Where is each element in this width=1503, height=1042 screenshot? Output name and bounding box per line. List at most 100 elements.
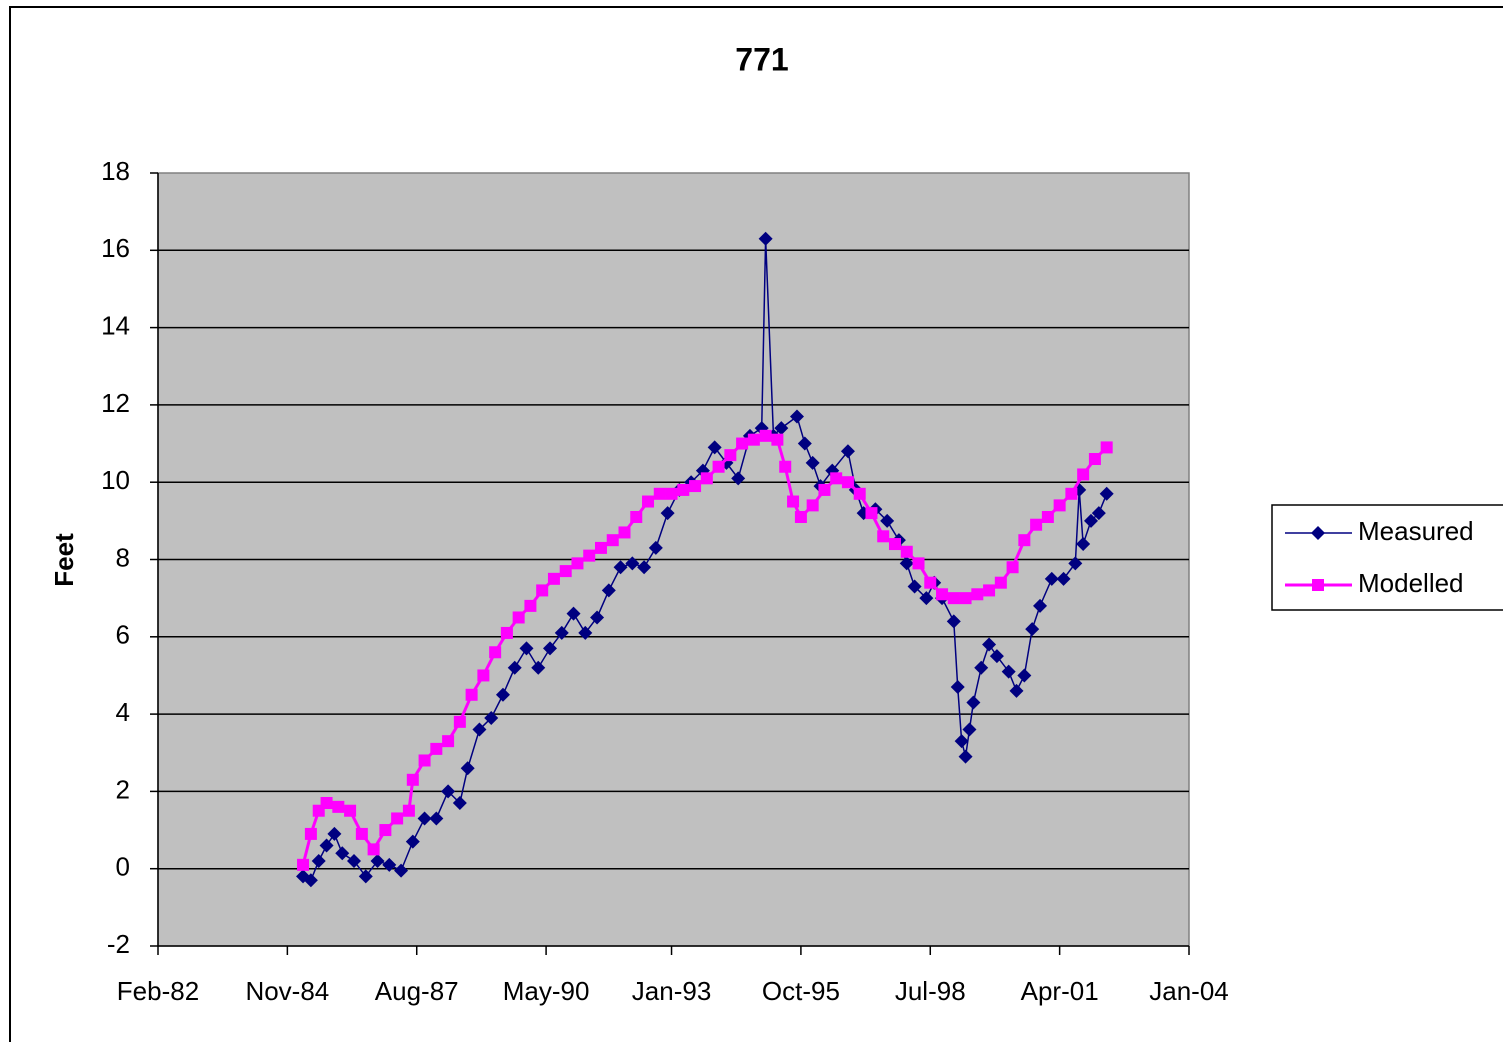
data-point <box>830 472 843 485</box>
data-point <box>779 460 792 473</box>
y-tick-label: 12 <box>101 388 130 418</box>
data-point <box>1100 441 1113 454</box>
data-point <box>919 591 934 606</box>
data-point <box>1009 683 1024 698</box>
data-point <box>417 811 432 826</box>
legend <box>1271 504 1503 611</box>
data-point <box>946 614 961 629</box>
data-point <box>989 649 1004 664</box>
data-point <box>512 611 525 624</box>
data-point <box>707 440 722 455</box>
data-point <box>554 625 569 640</box>
data-point <box>406 773 419 786</box>
data-point <box>566 606 581 621</box>
data-point <box>524 599 537 612</box>
data-point <box>936 588 949 601</box>
data-point <box>452 795 467 810</box>
data-point <box>1099 486 1114 501</box>
data-point <box>606 534 619 547</box>
data-point <box>947 592 960 605</box>
data-point <box>507 660 522 675</box>
data-point <box>637 560 652 575</box>
data-point <box>430 742 443 755</box>
data-point <box>618 526 631 539</box>
y-tick-label: 16 <box>101 233 130 263</box>
data-point <box>841 476 854 489</box>
data-point <box>950 680 965 695</box>
data-point <box>774 421 789 436</box>
data-point <box>297 858 310 871</box>
data-point <box>877 530 890 543</box>
data-point <box>660 506 675 521</box>
data-point <box>731 471 746 486</box>
data-point <box>590 610 605 625</box>
legend-label: Modelled <box>1358 568 1464 598</box>
data-point <box>700 472 713 485</box>
data-point <box>806 499 819 512</box>
data-point <box>441 784 456 799</box>
data-point <box>1041 510 1054 523</box>
data-point <box>677 483 690 496</box>
data-point <box>547 572 560 585</box>
data-point <box>379 824 392 837</box>
data-point <box>1018 534 1031 547</box>
data-point <box>787 495 800 508</box>
data-point <box>759 429 772 442</box>
data-point <box>477 669 490 682</box>
data-point <box>391 812 404 825</box>
data-point <box>1053 499 1066 512</box>
data-point <box>594 541 607 554</box>
data-point <box>370 853 385 868</box>
data-point <box>653 487 666 500</box>
x-tick-label: Apr-01 <box>1021 976 1099 1006</box>
data-point <box>495 687 510 702</box>
data-point <box>327 826 342 841</box>
data-point <box>578 625 593 640</box>
data-point <box>1083 513 1098 528</box>
x-tick-label: Aug-87 <box>375 976 459 1006</box>
data-point <box>543 641 558 656</box>
data-point <box>519 641 534 656</box>
data-point <box>630 510 643 523</box>
data-point <box>971 588 984 601</box>
data-point <box>320 796 333 809</box>
y-axis-label: Feet <box>49 533 79 587</box>
x-tick-label: Oct-95 <box>762 976 840 1006</box>
data-point <box>771 433 784 446</box>
legend-label: Measured <box>1358 516 1474 546</box>
data-point <box>865 507 878 520</box>
data-point <box>1077 468 1090 481</box>
data-point <box>355 827 368 840</box>
data-point <box>303 873 318 888</box>
data-point <box>500 626 513 639</box>
data-point <box>954 734 969 749</box>
data-point <box>912 557 925 570</box>
data-point <box>1068 556 1083 571</box>
data-point <box>1030 518 1043 531</box>
data-point <box>1044 571 1059 586</box>
data-point <box>665 487 678 500</box>
data-point <box>924 576 937 589</box>
x-tick-label: Jan-93 <box>632 976 712 1006</box>
data-point <box>1065 487 1078 500</box>
data-point <box>962 722 977 737</box>
data-point <box>304 827 317 840</box>
data-point <box>747 433 760 446</box>
data-point <box>1033 598 1048 613</box>
data-point <box>880 513 895 528</box>
data-point <box>642 495 655 508</box>
data-point <box>1088 453 1101 466</box>
data-point <box>1076 537 1091 552</box>
data-point <box>758 231 773 246</box>
data-point <box>712 460 725 473</box>
data-point <box>382 857 397 872</box>
data-point <box>453 715 466 728</box>
y-tick-label: 18 <box>101 156 130 186</box>
x-tick-label: Nov-84 <box>245 976 329 1006</box>
data-point <box>472 722 487 737</box>
y-tick-label: 2 <box>116 774 130 804</box>
data-point <box>689 480 702 493</box>
data-point <box>983 584 996 597</box>
data-point <box>405 834 420 849</box>
data-point <box>888 538 901 551</box>
